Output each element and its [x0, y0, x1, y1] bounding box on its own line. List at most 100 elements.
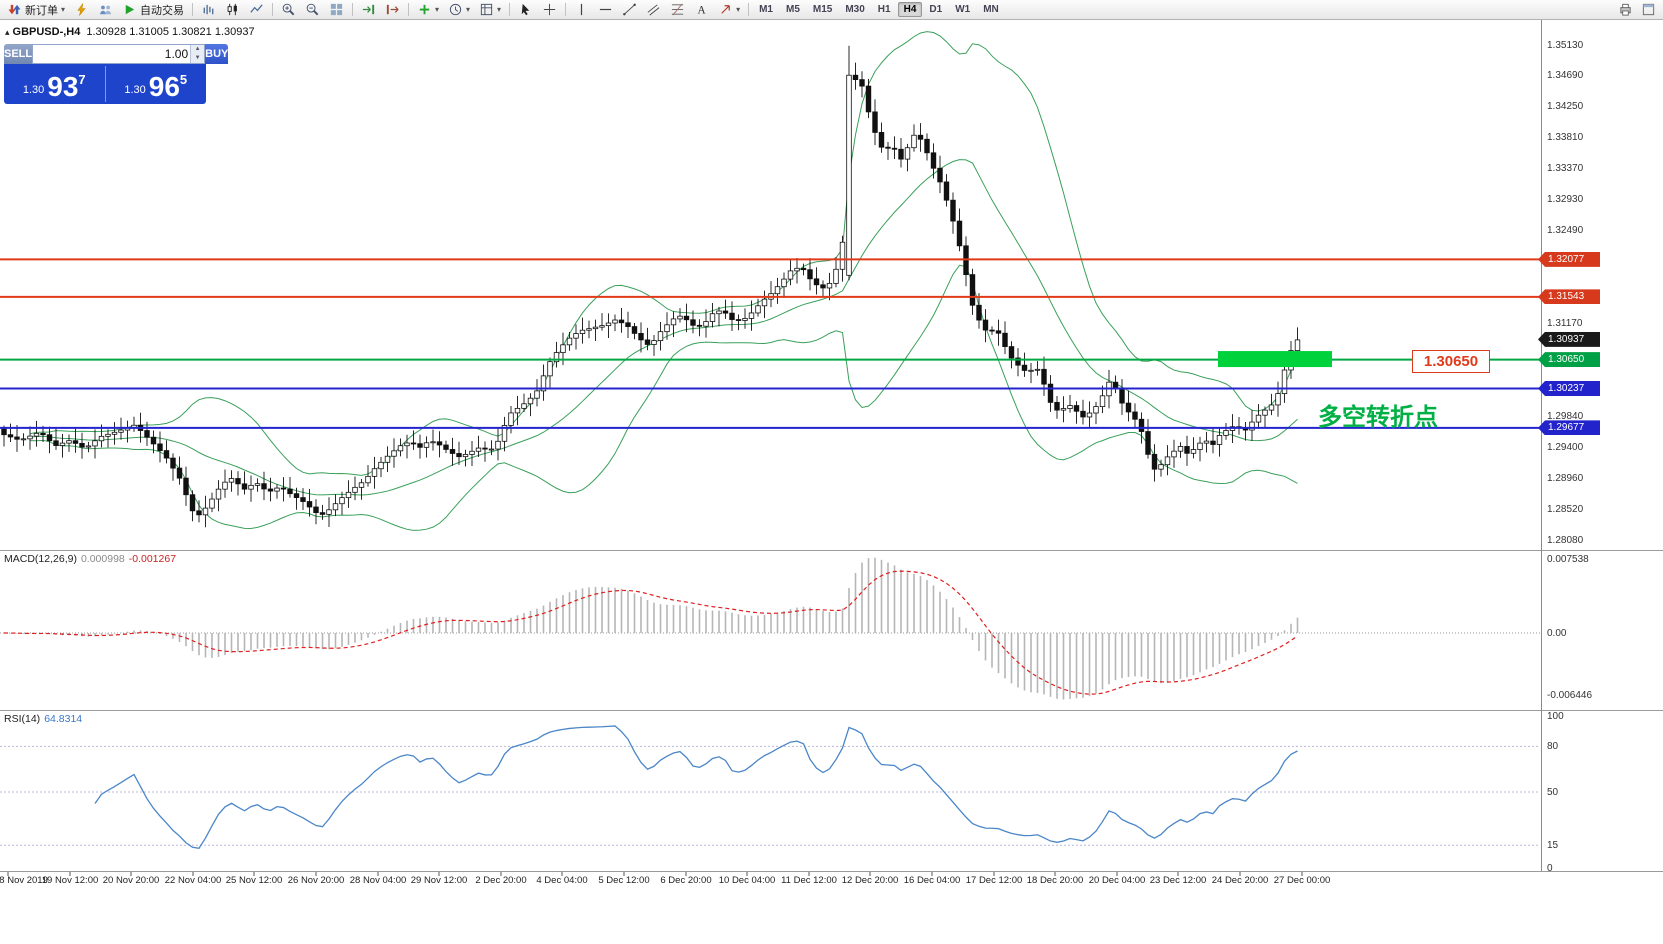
indicator-panels-layer — [0, 557, 1540, 849]
vertical-line-button[interactable] — [570, 0, 593, 20]
horizontal-line-button[interactable] — [594, 0, 617, 20]
time-axis-label: 22 Nov 04:00 — [164, 875, 222, 886]
price-axis-label: 1.33810 — [1547, 132, 1584, 144]
toolbar-separator — [352, 3, 354, 16]
toolbar-separator — [272, 3, 274, 16]
play-icon — [125, 4, 135, 15]
rsi-value: 64.8314 — [44, 713, 83, 725]
auto-scroll-button[interactable] — [357, 0, 380, 20]
macd-scale-label: 0.00 — [1547, 627, 1567, 639]
sell-price-sup: 7 — [78, 72, 86, 87]
time-axis-label: 6 Dec 20:00 — [660, 875, 712, 886]
pivot-badge: 1.30650 — [1538, 352, 1600, 368]
price-axis-label: 1.34690 — [1547, 70, 1584, 82]
line-icon — [250, 4, 263, 13]
chart-symbol-title: GBPUSD-,H4 — [12, 26, 81, 38]
timeframe-MN[interactable]: MN — [983, 4, 999, 15]
dropdown-caret-icon: ▾ — [466, 4, 471, 14]
arrows-icon — [721, 5, 730, 14]
text-button[interactable]: A — [690, 0, 713, 20]
sell-price-prefix: 1.30 — [22, 84, 45, 96]
buy-button[interactable]: BUY — [205, 44, 229, 64]
buy-price-display[interactable]: 1.30 96 5 — [106, 64, 207, 104]
tile-icon — [330, 3, 343, 16]
candlestick-chart-button[interactable] — [221, 0, 244, 20]
expert-icon — [77, 3, 86, 16]
rsi-scale-label: 80 — [1547, 741, 1559, 753]
toolbar-separator — [565, 3, 567, 16]
line-chart-button[interactable] — [245, 0, 268, 20]
horizontal-levels-layer[interactable] — [0, 258, 1540, 429]
zoom-out-icon — [306, 3, 319, 16]
timeframe-M30[interactable]: M30 — [845, 4, 865, 15]
price-axis-label: 1.32490 — [1547, 224, 1584, 236]
window-layout-button[interactable] — [1637, 0, 1660, 20]
zoom-out-button[interactable] — [301, 0, 324, 20]
candles-icon — [227, 3, 237, 16]
turning-point-annotation: 多空转折点 — [1318, 404, 1438, 431]
cursor-icon — [521, 3, 530, 16]
time-axis-label: 29 Nov 12:00 — [410, 875, 468, 886]
indicators-button[interactable]: ▾ — [413, 0, 443, 20]
sell-button[interactable]: SELL — [4, 44, 33, 64]
sell-price-big: 93 — [47, 71, 79, 102]
time-axis-label: 18 Nov 2019 — [0, 875, 48, 886]
zoom-in-button[interactable] — [277, 0, 300, 20]
level-price-label[interactable]: 1.30650 — [1412, 350, 1490, 373]
autotrading-button[interactable]: 自动交易 — [118, 0, 188, 20]
timeframe-H1[interactable]: H1 — [877, 4, 891, 15]
toolbar-right-group — [1614, 0, 1660, 20]
price-axis-label: 1.28080 — [1547, 534, 1584, 546]
timeframe-M1[interactable]: M1 — [759, 4, 773, 15]
frame-layer — [0, 20, 1663, 876]
fibonacci-button[interactable] — [666, 0, 689, 20]
chart-header: ▴ GBPUSD-,H4 1.30928 1.31005 1.30821 1.309… — [5, 26, 255, 38]
volume-input[interactable] — [33, 45, 191, 63]
tline-icon — [623, 3, 636, 16]
channel-button[interactable] — [642, 0, 665, 20]
time-axis-label: 20 Nov 20:00 — [102, 875, 160, 886]
templates-button[interactable]: ▾ — [475, 0, 505, 20]
cursor-button[interactable] — [514, 0, 537, 20]
profiles-icon — [100, 5, 111, 15]
toolbar-separator — [408, 3, 410, 16]
price-axis-label: 1.32930 — [1547, 193, 1584, 205]
buy-price-sup: 5 — [179, 72, 188, 87]
volume-up-button[interactable]: ▲ — [191, 45, 205, 54]
sell-price-display[interactable]: 1.30 93 7 — [4, 64, 105, 104]
current-price-badge: 1.30937 — [1538, 331, 1600, 347]
rsi-indicator-label: RSI(14) 64.8314 — [4, 713, 82, 725]
dropdown-caret-icon: ▾ — [497, 4, 502, 14]
time-axis-label: 5 Dec 12:00 — [598, 875, 650, 886]
timeframe-M5[interactable]: M5 — [785, 4, 800, 15]
toolbar-separator — [509, 3, 511, 16]
rsi-scale-label: 100 — [1547, 711, 1564, 722]
macd-scale-label: -0.006446 — [1547, 689, 1593, 701]
new-order-button[interactable]: 新订单 ▾ — [3, 0, 69, 20]
time-axis-label: 18 Dec 20:00 — [1026, 875, 1084, 886]
bar-chart-button[interactable] — [197, 0, 220, 20]
timeframe-D1[interactable]: D1 — [929, 4, 943, 15]
timeframe-H4[interactable]: H4 — [897, 2, 923, 17]
highlight-zone[interactable] — [1218, 351, 1332, 368]
chart-shift-button[interactable] — [381, 0, 404, 20]
expert-advisors-button[interactable] — [70, 0, 93, 20]
volume-down-button[interactable]: ▼ — [191, 54, 205, 63]
trendline-button[interactable] — [618, 0, 641, 20]
tile-windows-button[interactable] — [325, 0, 348, 20]
toolbar-separator — [192, 3, 194, 16]
profiles-button[interactable] — [94, 0, 117, 20]
timeframe-W1[interactable]: W1 — [955, 4, 971, 15]
candles-layer — [1, 45, 1301, 528]
timeframe-M15[interactable]: M15 — [812, 4, 833, 15]
arrows-button[interactable]: ▾ — [714, 0, 744, 20]
text-icon: A — [698, 5, 707, 17]
price-axis-label: 1.34250 — [1547, 101, 1584, 113]
price-axis-label: 1.29400 — [1547, 441, 1584, 453]
svg-text:A: A — [698, 5, 707, 17]
periods-button[interactable]: ▾ — [444, 0, 474, 20]
print-button[interactable] — [1614, 0, 1637, 20]
crosshair-button[interactable] — [538, 0, 561, 20]
time-axis-label: 12 Dec 20:00 — [841, 875, 899, 886]
toolbar-separator — [748, 3, 750, 16]
